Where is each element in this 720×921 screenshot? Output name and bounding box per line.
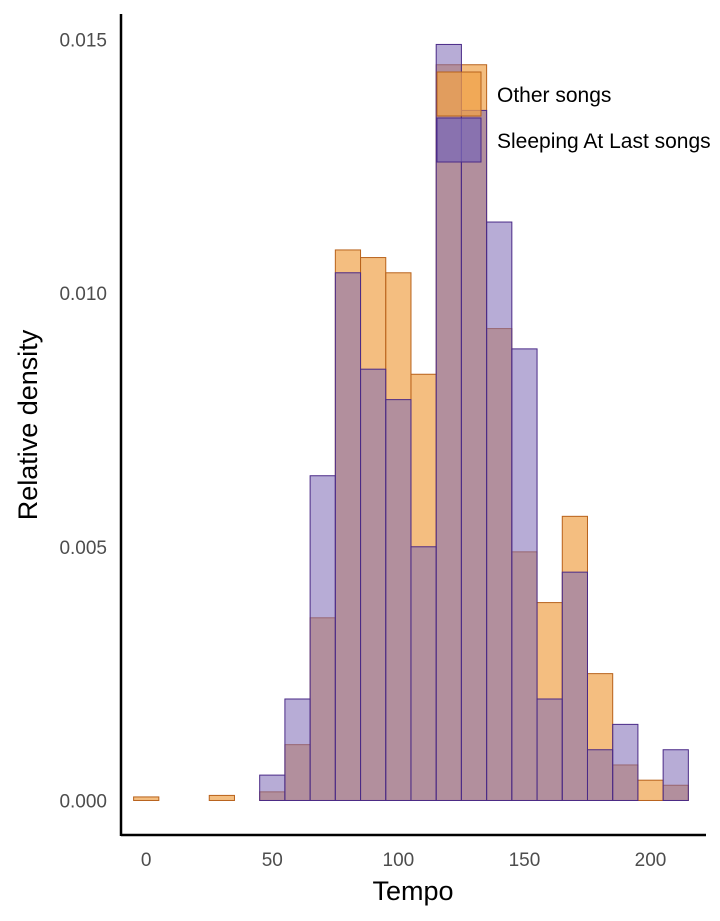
legend-label-1: Sleeping At Last songs <box>497 130 711 153</box>
bar-series1-bin9 <box>360 368 387 801</box>
bar-series1-bin11 <box>410 546 437 801</box>
bar-series0-bin0 <box>133 796 160 801</box>
x-tick-label: 0 <box>141 850 152 871</box>
x-axis-title: Tempo <box>372 876 453 906</box>
bar-series1-bin10 <box>385 399 412 801</box>
legend-label-0: Other songs <box>497 84 611 107</box>
y-tick-label: 0.000 <box>59 791 107 812</box>
x-tick-label: 200 <box>635 850 667 871</box>
bar-series1-bin18 <box>586 749 614 801</box>
x-tick-label: 100 <box>383 850 415 871</box>
bar-series1-bin15 <box>511 348 538 801</box>
x-tick-label: 50 <box>262 850 283 871</box>
legend-key-0 <box>436 71 482 117</box>
bar-series1-bin7 <box>309 475 336 801</box>
y-axis-title: Relative density <box>13 329 43 520</box>
bar-series0-bin3 <box>208 794 235 801</box>
bar-series1-bin13 <box>460 109 488 801</box>
series-1-bars <box>259 43 689 801</box>
bar-series1-bin17 <box>561 571 588 801</box>
legend-key-1 <box>436 117 482 163</box>
axes-layer <box>119 14 706 837</box>
bar-series1-bin12 <box>435 43 462 801</box>
bar-series0-bin20 <box>637 779 664 801</box>
bar-series1-bin14 <box>486 221 513 801</box>
bar-series1-bin8 <box>334 272 362 801</box>
y-tick-label: 0.005 <box>59 538 107 559</box>
bar-series1-bin5 <box>259 774 286 801</box>
y-tick-label: 0.015 <box>59 30 107 51</box>
x-tick-label: 150 <box>509 850 541 871</box>
bar-series1-bin6 <box>284 698 311 801</box>
y-tick-label: 0.010 <box>59 284 107 305</box>
bars-layer <box>133 43 689 801</box>
bar-series1-bin16 <box>536 698 563 801</box>
ticks-layer: 0 50 100 150 200 0.000 0.005 0.010 0.015 <box>59 30 666 871</box>
bar-series1-bin21 <box>662 749 689 801</box>
bar-series1-bin19 <box>612 723 639 801</box>
legend: Other songs Sleeping At Last songs <box>436 71 711 163</box>
